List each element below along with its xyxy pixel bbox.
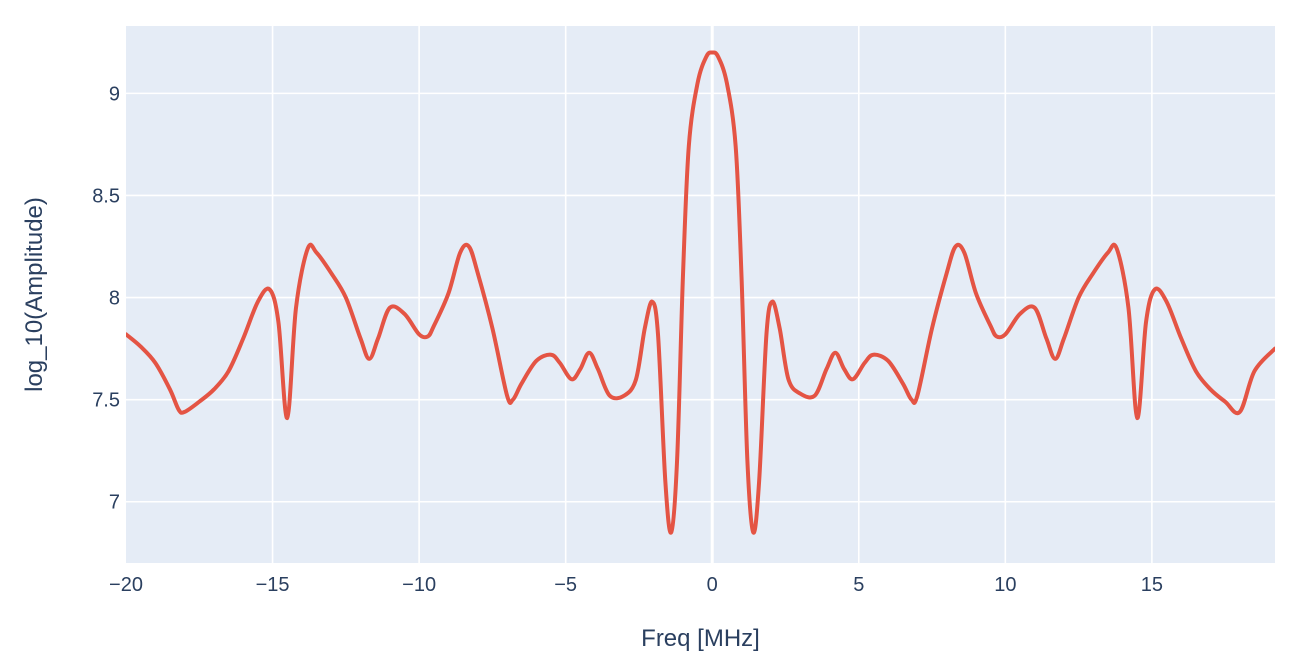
x-tick-label: 0 (707, 574, 718, 596)
y-axis-ticks: 7 7.5 8 8.5 9 (92, 83, 120, 513)
grid-lines (126, 26, 1275, 563)
y-tick-label: 8.5 (92, 185, 120, 207)
x-tick-label: 5 (853, 574, 864, 596)
series-layer (126, 50, 1275, 535)
x-tick-label: −20 (109, 574, 143, 596)
y-tick-label: 7 (109, 492, 120, 514)
x-tick-label: 15 (1141, 574, 1163, 596)
series-line (126, 50, 1275, 535)
x-tick-label: −15 (256, 574, 290, 596)
x-axis-title: Freq [MHz] (641, 625, 760, 652)
x-axis-ticks: −20 −15 −10 −5 0 5 10 15 (109, 574, 1163, 596)
y-tick-label: 7.5 (92, 390, 120, 412)
y-axis-title: log_10(Amplitude) (21, 197, 48, 392)
plot-area (126, 26, 1275, 563)
x-tick-label: −10 (402, 574, 436, 596)
x-tick-label: −5 (554, 574, 577, 596)
y-tick-label: 9 (109, 83, 120, 105)
x-tick-label: 10 (994, 574, 1016, 596)
y-tick-label: 8 (109, 288, 120, 310)
